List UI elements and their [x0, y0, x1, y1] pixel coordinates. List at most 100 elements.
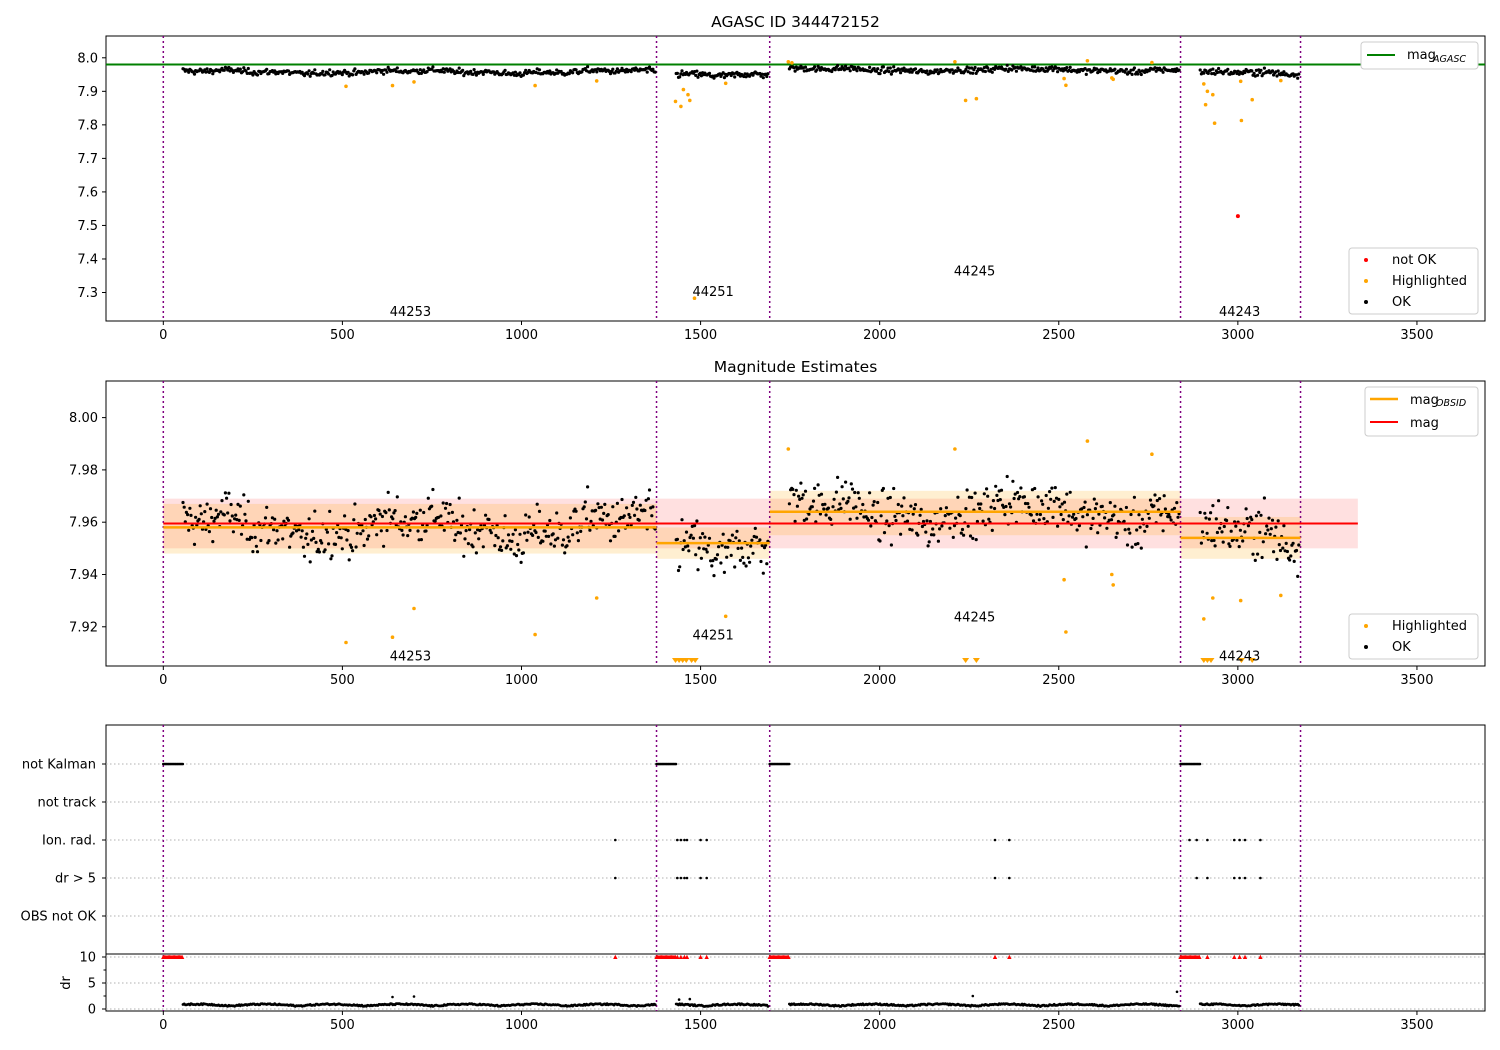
ok-point — [615, 67, 620, 71]
x-tick-label: 2000 — [863, 328, 896, 343]
ok-point — [913, 67, 918, 71]
ok-point — [291, 531, 295, 535]
ok-point — [448, 502, 452, 507]
ok-point — [892, 486, 896, 491]
ok-point — [297, 528, 301, 532]
chart-title: AGASC ID 344472152 — [711, 13, 880, 31]
ok-point — [456, 70, 460, 75]
ok-point — [304, 536, 308, 540]
ok-point — [1292, 559, 1296, 564]
ok-point — [893, 514, 897, 519]
ok-point — [301, 545, 305, 549]
ok-point — [1249, 515, 1253, 519]
ok-point — [419, 538, 423, 542]
ok-point — [832, 497, 836, 501]
ok-point — [1011, 479, 1015, 483]
ok-point — [230, 514, 234, 518]
ok-point — [846, 499, 850, 503]
ok-point — [223, 491, 227, 495]
ok-point — [340, 73, 344, 77]
ok-point — [439, 514, 443, 518]
ok-point — [214, 508, 218, 512]
ok-point — [245, 71, 249, 75]
highlighted-point — [953, 60, 957, 64]
ok-point — [1259, 513, 1263, 517]
legend-label-mag-obsid: mag — [1410, 393, 1439, 408]
clipped-marker — [1237, 658, 1245, 663]
ok-point — [637, 518, 641, 522]
ok-point — [633, 513, 637, 518]
ok-point — [1009, 505, 1013, 509]
ok-point — [300, 529, 304, 533]
ok-point — [644, 498, 648, 502]
ok-point — [1253, 558, 1257, 563]
y-tick-label: 7.94 — [69, 568, 98, 583]
ok-point — [740, 546, 744, 550]
ok-point — [192, 72, 197, 76]
ok-point — [968, 534, 973, 538]
ok-point — [695, 69, 699, 73]
ok-point — [617, 529, 621, 533]
ok-point — [918, 513, 922, 517]
ok-point — [810, 505, 814, 509]
ok-point — [243, 512, 247, 516]
flag-point-ion-rad — [1233, 838, 1236, 842]
ok-point — [1154, 69, 1158, 73]
clipped-marker — [691, 658, 699, 663]
ok-point — [328, 509, 332, 513]
ok-point — [742, 561, 746, 565]
highlighted-point — [1202, 82, 1206, 86]
y-tick-label: 8.0 — [77, 51, 98, 66]
ok-point — [681, 547, 685, 552]
ok-point — [403, 515, 407, 519]
x-tick-label: 0 — [159, 673, 167, 688]
ok-point — [559, 69, 563, 74]
ok-point — [242, 493, 246, 497]
ok-point — [1124, 505, 1128, 510]
ok-point — [496, 536, 500, 540]
ok-point — [330, 554, 334, 558]
ok-point — [680, 69, 684, 73]
ok-point — [697, 546, 701, 550]
ok-point — [951, 535, 955, 540]
ok-point — [725, 555, 729, 559]
flag-point-dr-gt-5 — [685, 876, 689, 880]
ok-point — [441, 501, 445, 505]
ok-point — [1210, 72, 1214, 76]
ok-point — [813, 65, 817, 69]
ok-point — [582, 505, 586, 509]
ok-point — [1168, 515, 1172, 519]
ok-point — [765, 74, 769, 79]
ok-point — [876, 67, 880, 71]
ok-point — [1040, 499, 1044, 503]
ok-point — [703, 535, 707, 539]
ok-point — [411, 510, 415, 514]
ok-point — [1136, 72, 1140, 76]
dr-point — [971, 994, 975, 998]
ok-point — [205, 502, 209, 506]
highlighted-point — [681, 87, 686, 92]
ok-point — [1169, 518, 1173, 522]
ok-point — [958, 514, 962, 518]
ok-point — [962, 533, 966, 537]
ok-point — [634, 495, 638, 499]
ok-point — [1065, 66, 1069, 70]
ok-point — [1100, 504, 1104, 508]
ok-point — [1211, 504, 1215, 508]
highlighted-point — [1150, 452, 1154, 457]
ok-point — [1068, 490, 1072, 494]
ok-point — [330, 73, 334, 78]
flag-point-ion-rad — [1188, 838, 1191, 842]
ok-point — [416, 529, 420, 533]
ok-point — [362, 543, 366, 548]
ok-point — [924, 530, 928, 534]
ok-point — [960, 527, 965, 532]
ok-point — [899, 71, 903, 75]
ok-point — [836, 63, 840, 68]
ok-point — [1083, 67, 1087, 71]
ok-point — [1265, 524, 1269, 528]
x-tick-label: 2500 — [1042, 1018, 1075, 1033]
ok-point — [384, 510, 388, 515]
x-tick-label: 3000 — [1221, 673, 1254, 688]
ok-point — [694, 553, 698, 557]
